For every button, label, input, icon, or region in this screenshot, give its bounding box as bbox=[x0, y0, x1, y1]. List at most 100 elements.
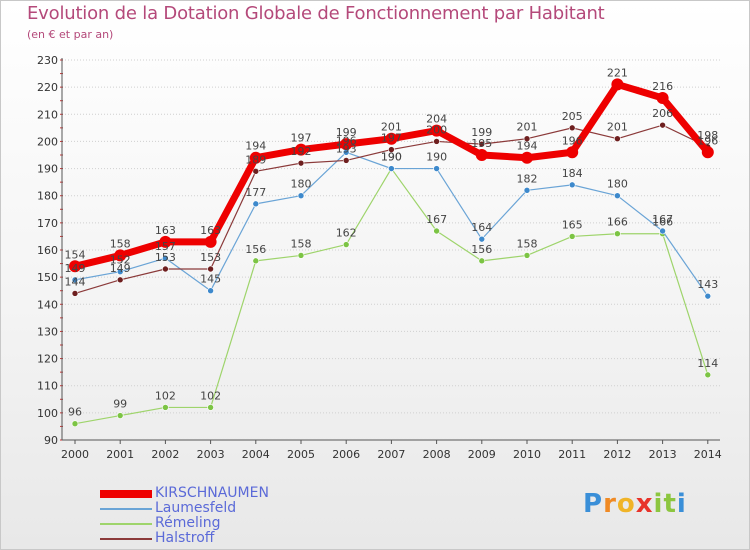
data-point-laumesfeld bbox=[71, 276, 79, 284]
data-label-laumesfeld: 152 bbox=[110, 254, 131, 267]
logo-letter: x bbox=[635, 489, 654, 519]
logo-letter: P bbox=[583, 489, 604, 519]
y-tick-label: 230 bbox=[37, 54, 58, 67]
data-label-rmeling: 158 bbox=[517, 237, 538, 250]
y-tick-label: 190 bbox=[37, 163, 58, 176]
y-tick-label: 160 bbox=[37, 244, 58, 257]
x-tick-label: 2013 bbox=[649, 448, 677, 461]
data-point-halstroff bbox=[659, 121, 666, 129]
y-tick-label: 220 bbox=[37, 81, 58, 94]
data-point-laumesfeld bbox=[659, 227, 666, 235]
data-label-laumesfeld: 143 bbox=[697, 278, 718, 291]
legend-label: Rémeling bbox=[155, 515, 221, 531]
series-line-rmeling bbox=[74, 167, 709, 425]
x-tick-label: 2005 bbox=[287, 448, 315, 461]
axis-layer: 9010011012013014015016017018019020021022… bbox=[37, 54, 722, 461]
x-tick-label: 2000 bbox=[61, 448, 89, 461]
y-tick-label: 130 bbox=[37, 325, 58, 338]
legend-label: KIRSCHNAUMEN bbox=[155, 485, 269, 501]
chart-title: Evolution de la Dotation Globale de Fonc… bbox=[27, 3, 605, 24]
data-point-laumesfeld bbox=[568, 181, 576, 189]
x-tick-label: 2010 bbox=[513, 448, 541, 461]
data-label-laumesfeld: 190 bbox=[381, 151, 402, 164]
data-label-rmeling: 162 bbox=[336, 227, 357, 240]
data-point-rmeling bbox=[116, 412, 124, 419]
data-label-kirschnaumen: 163 bbox=[155, 224, 176, 237]
data-point-kirschnaumen bbox=[295, 143, 307, 156]
data-point-kirschnaumen bbox=[114, 249, 127, 262]
data-point-rmeling bbox=[568, 233, 576, 240]
data-label-rmeling: 102 bbox=[155, 389, 176, 402]
logo-letter: r bbox=[603, 489, 617, 519]
data-point-laumesfeld bbox=[297, 192, 305, 200]
data-label-halstroff: 192 bbox=[291, 145, 312, 158]
data-point-rmeling bbox=[478, 257, 486, 265]
data-label-laumesfeld: 164 bbox=[471, 221, 492, 234]
data-point-halstroff bbox=[342, 157, 350, 164]
legend-label: Laumesfeld bbox=[155, 500, 237, 516]
data-label-rmeling: 190 bbox=[381, 151, 402, 164]
data-point-rmeling bbox=[71, 420, 79, 428]
data-point-laumesfeld bbox=[478, 235, 486, 243]
data-label-rmeling: 158 bbox=[291, 237, 312, 250]
data-label-rmeling: 102 bbox=[200, 389, 221, 402]
data-point-kirschnaumen bbox=[204, 235, 217, 248]
x-tick-label: 2001 bbox=[106, 448, 134, 461]
data-label-laumesfeld: 184 bbox=[562, 167, 583, 180]
data-label-laumesfeld: 145 bbox=[200, 273, 221, 286]
data-label-kirschnaumen: 197 bbox=[291, 132, 312, 145]
data-point-halstroff bbox=[478, 140, 486, 148]
y-tick-label: 210 bbox=[37, 108, 58, 121]
y-tick-label: 180 bbox=[37, 190, 58, 203]
data-point-rmeling bbox=[297, 252, 305, 259]
data-label-halstroff: 153 bbox=[155, 251, 176, 264]
data-point-laumesfeld bbox=[523, 186, 531, 194]
data-label-kirschnaumen: 201 bbox=[381, 121, 402, 134]
x-tick-label: 2008 bbox=[423, 448, 451, 461]
data-label-halstroff: 197 bbox=[381, 132, 402, 145]
data-label-rmeling: 166 bbox=[607, 216, 628, 229]
data-label-kirschnaumen: 194 bbox=[517, 140, 538, 153]
data-label-halstroff: 189 bbox=[245, 153, 266, 166]
y-tick-label: 200 bbox=[37, 135, 58, 148]
logo-letter: i bbox=[676, 489, 687, 519]
data-point-rmeling bbox=[704, 371, 712, 379]
data-label-laumesfeld: 157 bbox=[155, 240, 176, 253]
data-label-kirschnaumen: 199 bbox=[336, 126, 357, 139]
data-point-halstroff bbox=[252, 167, 260, 175]
legend-swatch-laumesfeld bbox=[100, 508, 152, 510]
data-point-laumesfeld bbox=[162, 254, 169, 262]
data-label-rmeling: 114 bbox=[697, 357, 718, 370]
x-tick-label: 2007 bbox=[377, 448, 405, 461]
x-tick-label: 2006 bbox=[332, 448, 360, 461]
data-label-laumesfeld: 190 bbox=[426, 151, 447, 164]
y-tick-label: 90 bbox=[44, 434, 58, 447]
data-point-kirschnaumen bbox=[656, 92, 669, 104]
data-point-rmeling bbox=[252, 257, 260, 265]
y-tick-label: 100 bbox=[37, 407, 58, 420]
data-label-rmeling: 156 bbox=[245, 243, 266, 256]
data-point-halstroff bbox=[297, 159, 305, 167]
data-label-rmeling: 166 bbox=[652, 216, 673, 229]
data-label-kirschnaumen: 196 bbox=[562, 134, 583, 147]
data-point-halstroff bbox=[207, 265, 214, 273]
data-label-kirschnaumen: 221 bbox=[607, 66, 628, 79]
data-point-laumesfeld bbox=[207, 287, 214, 295]
logo-letter: t bbox=[663, 489, 677, 519]
data-point-halstroff bbox=[162, 265, 169, 273]
data-point-rmeling bbox=[433, 227, 440, 235]
data-label-laumesfeld: 177 bbox=[245, 186, 266, 199]
data-point-laumesfeld bbox=[252, 200, 260, 208]
data-label-rmeling: 167 bbox=[426, 213, 447, 226]
x-tick-label: 2014 bbox=[694, 448, 722, 461]
legend-swatch-kirschnaumen bbox=[100, 490, 152, 498]
data-point-laumesfeld bbox=[388, 165, 395, 172]
data-point-kirschnaumen bbox=[566, 146, 579, 159]
data-point-kirschnaumen bbox=[701, 146, 714, 159]
data-label-halstroff: 193 bbox=[336, 142, 357, 155]
data-label-halstroff: 153 bbox=[200, 251, 221, 264]
y-tick-label: 110 bbox=[37, 380, 58, 393]
data-point-halstroff bbox=[614, 135, 621, 143]
data-point-laumesfeld bbox=[116, 268, 124, 276]
